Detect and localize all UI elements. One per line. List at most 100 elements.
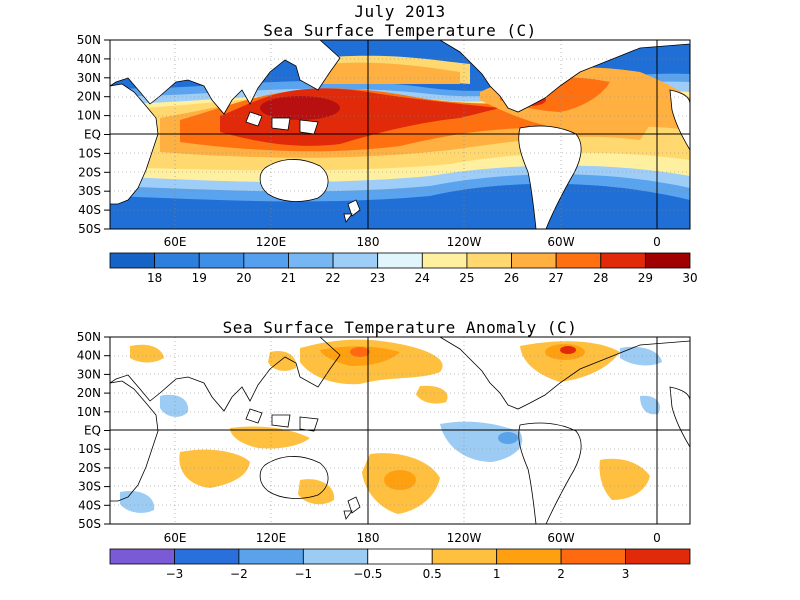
anomaly-colorbar-tick-label: −0.5 bbox=[353, 567, 382, 581]
sst-colorbar-tick-label: 30 bbox=[682, 271, 697, 285]
anomaly-colorbar-swatch bbox=[560, 548, 626, 565]
anomaly-colorbar-swatch bbox=[367, 548, 433, 565]
anomaly-lon-label: 120E bbox=[256, 531, 287, 545]
anomaly-colorbar-swatch bbox=[302, 548, 369, 565]
sst-colorbar-swatch bbox=[109, 252, 156, 269]
sst-africa bbox=[110, 83, 159, 205]
sst-colorbar-swatch bbox=[377, 252, 423, 269]
anomaly-lat-label: 30S bbox=[78, 480, 101, 494]
anomaly-lat-label: 10N bbox=[77, 405, 101, 419]
anomaly-lat-label: 40N bbox=[77, 349, 101, 363]
anomaly-eurasia bbox=[110, 337, 341, 412]
sst-colorbar-swatch bbox=[332, 252, 379, 269]
anomaly-lon-axis: 60E 120E 180 120W 60W 0 bbox=[164, 531, 661, 545]
sst-lat-label: 10N bbox=[77, 109, 101, 123]
sst-colorbar-tick-label: 26 bbox=[504, 271, 519, 285]
sst-colorbar-tick-label: 28 bbox=[593, 271, 608, 285]
sst-colorbar-swatch bbox=[198, 252, 245, 269]
sst-lat-label: 40S bbox=[78, 203, 101, 217]
sst-colorbar-tick-label: 20 bbox=[236, 271, 251, 285]
anomaly-colorbar-tick-label: 1 bbox=[493, 567, 501, 581]
sst-colorbar-swatch bbox=[466, 252, 512, 269]
sst-gridlines bbox=[110, 40, 690, 229]
anomaly-lat-label: 30N bbox=[77, 367, 101, 381]
sst-colorbar-swatch bbox=[600, 252, 646, 269]
sst-eurasia bbox=[110, 40, 341, 115]
anomaly-australia bbox=[259, 456, 329, 499]
sst-colorbar-tick-label: 18 bbox=[147, 271, 162, 285]
anomaly-lat-axis: 50N 40N 30N 20N 10N EQ 10S 20S 30S 40S 50S bbox=[77, 330, 110, 531]
anomaly-lat-label: EQ bbox=[84, 424, 101, 438]
anomaly-colorbar-swatch bbox=[174, 548, 240, 565]
panel2-title: Sea Surface Temperature Anomaly (C) bbox=[222, 318, 578, 337]
sst-lon-label: 60E bbox=[164, 235, 187, 249]
sst-lon-label: 120W bbox=[447, 235, 482, 249]
sst-lat-label: 10S bbox=[78, 146, 101, 160]
sst-lon-label: 120E bbox=[256, 235, 287, 249]
anomaly-lat-label: 50N bbox=[77, 330, 101, 344]
anomaly-lon-label: 0 bbox=[653, 531, 661, 545]
anomaly-colorbar-tick-label: 2 bbox=[557, 567, 565, 581]
sst-colorbar-swatch bbox=[644, 252, 691, 269]
sst-lat-label: 20S bbox=[78, 165, 101, 179]
sst-w-africa-coast bbox=[669, 89, 690, 151]
anomaly-lat-label: 10S bbox=[78, 442, 101, 456]
sst-colorbar-tick-label: 22 bbox=[325, 271, 340, 285]
anomaly-colorbar-tick-label: 3 bbox=[622, 567, 630, 581]
anomaly-colorbar: −3 −2 −1 −0.5 0.5 1 2 3 bbox=[109, 548, 691, 581]
sst-lat-label: 30S bbox=[78, 184, 101, 198]
anomaly-north-america bbox=[439, 337, 690, 410]
anomaly-colorbar-swatch bbox=[238, 548, 304, 565]
sst-lon-axis: 60E 120E 180 120W 60W 0 bbox=[164, 235, 661, 249]
anomaly-colorbar-tick-label: −1 bbox=[294, 567, 312, 581]
sst-lon-label: 60W bbox=[547, 235, 574, 249]
anomaly-map bbox=[109, 336, 691, 525]
sst-colorbar-tick-label: 19 bbox=[192, 271, 207, 285]
anomaly-colorbar-swatch bbox=[431, 548, 498, 565]
sst-colorbar-swatch bbox=[511, 252, 557, 269]
sst-colorbar-swatch bbox=[154, 252, 200, 269]
panel1-title: Sea Surface Temperature (C) bbox=[263, 21, 537, 40]
sst-lat-axis: 50N 40N 30N 20N 10N EQ 10S 20S 30S 40S 50S bbox=[77, 33, 110, 236]
anomaly-land bbox=[110, 337, 690, 524]
anomaly-lat-label: 40S bbox=[78, 498, 101, 512]
sst-south-america bbox=[518, 125, 582, 229]
anomaly-new-zealand bbox=[343, 496, 361, 520]
sst-colorbar: 18 19 20 21 22 23 24 25 26 27 28 29 30 bbox=[109, 252, 698, 285]
sst-lat-label: EQ bbox=[84, 128, 101, 142]
sst-colorbar-swatch bbox=[288, 252, 334, 269]
sst-lat-label: 30N bbox=[77, 71, 101, 85]
sst-land bbox=[110, 40, 690, 229]
anomaly-gridlines bbox=[110, 337, 690, 524]
sst-lat-label: 50N bbox=[77, 33, 101, 47]
sst-lon-label: 180 bbox=[357, 235, 380, 249]
sst-colorbar-tick-label: 29 bbox=[638, 271, 653, 285]
anomaly-maritime-continent bbox=[245, 408, 319, 432]
anomaly-lon-label: 120W bbox=[447, 531, 482, 545]
anomaly-colorbar-swatch bbox=[496, 548, 562, 565]
sst-new-zealand bbox=[343, 199, 361, 223]
sst-colorbar-tick-label: 21 bbox=[281, 271, 296, 285]
sst-colorbar-swatch bbox=[421, 252, 468, 269]
anomaly-lat-label: 50S bbox=[78, 517, 101, 531]
sst-lat-label: 40N bbox=[77, 52, 101, 66]
anomaly-africa bbox=[110, 380, 159, 502]
anomaly-colorbar-tick-label: 0.5 bbox=[423, 567, 442, 581]
sst-colorbar-swatch bbox=[555, 252, 602, 269]
sst-colorbar-swatch bbox=[243, 252, 289, 269]
sst-colorbar-tick-label: 27 bbox=[549, 271, 564, 285]
anomaly-lat-label: 20S bbox=[78, 461, 101, 475]
figure-title: July 2013 bbox=[354, 2, 446, 21]
anomaly-colorbar-swatch bbox=[109, 548, 175, 565]
sst-lat-label: 50S bbox=[78, 222, 101, 236]
anomaly-lat-label: 20N bbox=[77, 386, 101, 400]
sst-australia bbox=[259, 159, 329, 202]
sst-map bbox=[109, 39, 691, 230]
anomaly-colorbar-tick-label: −2 bbox=[230, 567, 248, 581]
anomaly-colorbar-swatch bbox=[625, 548, 691, 565]
sst-lat-label: 20N bbox=[77, 90, 101, 104]
anomaly-lon-label: 60W bbox=[547, 531, 574, 545]
anomaly-lon-label: 180 bbox=[357, 531, 380, 545]
sst-colorbar-tick-label: 24 bbox=[415, 271, 430, 285]
anomaly-colorbar-tick-label: −3 bbox=[166, 567, 184, 581]
